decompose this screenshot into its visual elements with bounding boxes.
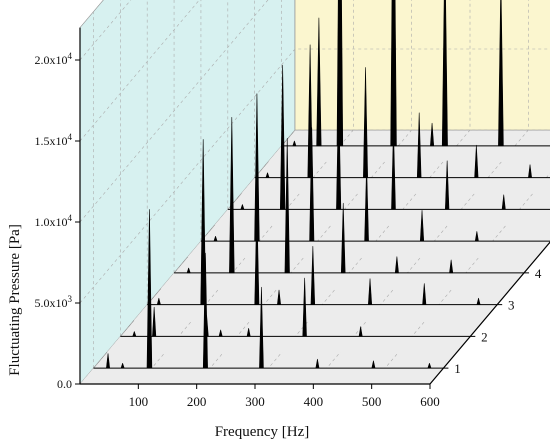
series-baseline-band <box>214 209 550 226</box>
x-gridline <box>254 0 471 385</box>
series-peak <box>416 112 422 178</box>
y-tick-label: 2.0x104 <box>35 51 73 67</box>
series-baseline-band <box>80 368 444 384</box>
series-layer <box>80 0 550 384</box>
series-peak <box>186 267 191 274</box>
series-peak <box>156 297 161 305</box>
series-peak <box>292 140 297 147</box>
series-peak <box>340 202 346 274</box>
series-peak <box>106 353 110 369</box>
y-tick-label: 0.0 <box>57 377 72 391</box>
y-gridline <box>79 48 550 304</box>
x-tick-label: 100 <box>129 394 149 409</box>
series-peak <box>422 283 427 305</box>
series-peak <box>474 231 479 242</box>
y-tick-label: 1.0x104 <box>35 213 73 229</box>
series-peak <box>277 289 281 305</box>
series-peak <box>419 210 425 242</box>
series-peak <box>229 117 235 274</box>
z-tick-label: 1 <box>454 361 461 376</box>
z-tick-label: 4 <box>535 266 542 281</box>
series-peak <box>254 202 260 305</box>
series-peak <box>474 144 479 178</box>
series-peak <box>528 164 532 178</box>
series-peak <box>394 256 399 274</box>
series-peak <box>218 329 223 337</box>
series-peak <box>364 164 369 242</box>
series-baseline-band <box>160 272 525 289</box>
series-2 <box>106 277 471 353</box>
z-tick-labels: 12345678 <box>443 266 542 376</box>
series-peak <box>390 0 397 147</box>
series-peak <box>316 17 322 147</box>
series-peak <box>498 0 504 147</box>
series-peak <box>441 0 448 147</box>
series-peak <box>430 122 435 147</box>
series-baseline-band <box>241 177 550 194</box>
series-peak <box>265 172 270 178</box>
z-tick-label: 2 <box>481 329 488 344</box>
y-tick-label: 5.0x103 <box>35 294 73 310</box>
x-tick-labels: 100 200 300 400 500 600 <box>129 384 440 409</box>
series-peak <box>358 326 363 337</box>
series-peak <box>284 138 290 274</box>
x-gridline <box>196 0 412 385</box>
series-peak <box>336 89 342 210</box>
x-tick-label: 200 <box>187 394 207 409</box>
x-gridline <box>371 172 550 385</box>
y-tick-labels: 0.0 5.0x103 1.0x104 1.5x104 2.0x104 <box>35 51 80 391</box>
series-peak <box>368 278 373 305</box>
x-tick-label: 600 <box>420 394 440 409</box>
series-peak <box>246 327 251 337</box>
x-gridline <box>138 0 354 385</box>
series-peak <box>302 277 307 337</box>
series-peak <box>240 204 245 210</box>
series-peak <box>259 286 264 369</box>
series-baseline-band <box>106 336 471 353</box>
series-1 <box>80 209 444 384</box>
back-wall <box>294 0 550 131</box>
series-3 <box>133 139 498 321</box>
series-6 <box>214 64 550 226</box>
x-tick-label: 400 <box>304 394 324 409</box>
series-peak <box>213 235 218 242</box>
series-peak <box>309 127 315 242</box>
series-peak <box>501 194 506 210</box>
z-axis-line <box>429 241 550 385</box>
series-peak <box>146 209 153 369</box>
y-tick-label: 1.5x104 <box>35 132 73 148</box>
series-peak <box>120 362 125 369</box>
series-7 <box>241 44 550 194</box>
series-peak <box>476 297 481 305</box>
x-axis-label: Frequency [Hz] <box>215 424 310 440</box>
x-gridline <box>313 0 529 385</box>
series-5 <box>187 93 550 257</box>
series-peak <box>445 160 450 210</box>
x-tick-label: 300 <box>245 394 265 409</box>
series-peak <box>200 139 206 305</box>
series-baseline-band <box>133 304 498 321</box>
x-tick-label: 500 <box>362 394 382 409</box>
series-peak <box>427 362 432 369</box>
series-peak <box>391 128 396 210</box>
series-peak <box>152 306 157 337</box>
y-axis-label: Fluctuating Pressure [Pa] <box>7 224 23 376</box>
series-peak <box>449 259 454 274</box>
series-4 <box>160 117 525 289</box>
series-peak <box>202 252 208 369</box>
series-peak <box>310 246 316 305</box>
series-peak <box>132 331 137 337</box>
series-peak <box>371 360 376 369</box>
y-gridline <box>79 0 200 142</box>
series-peak <box>315 358 320 369</box>
series-baseline-band <box>187 241 550 257</box>
series-peak <box>279 64 286 210</box>
z-tick-label: 3 <box>508 298 515 313</box>
series-peak <box>363 67 368 178</box>
y-gridline <box>79 0 269 223</box>
